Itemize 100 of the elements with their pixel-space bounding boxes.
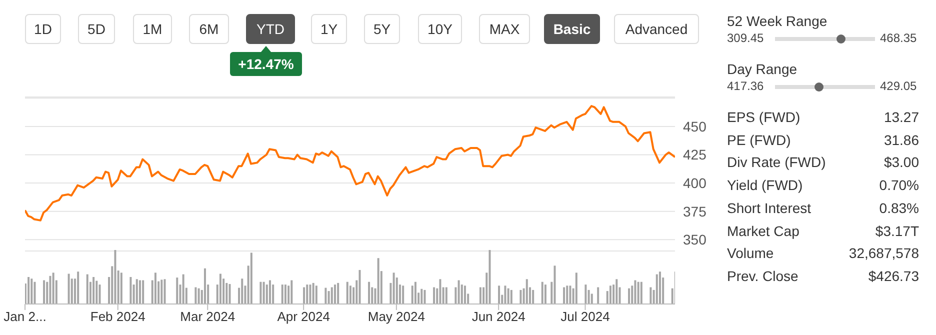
bar <box>312 282 314 304</box>
bar <box>164 279 166 304</box>
bar <box>569 286 572 304</box>
bar <box>424 290 426 304</box>
bar <box>268 280 271 304</box>
text: 0.70% <box>879 177 919 194</box>
bar <box>182 274 184 304</box>
bar <box>290 280 293 304</box>
bar <box>130 277 132 304</box>
bar <box>160 280 163 304</box>
bar <box>194 287 197 304</box>
bar <box>640 282 642 304</box>
text: 417.36 <box>727 79 764 93</box>
text: 309.45 <box>727 31 764 45</box>
bar <box>458 280 460 304</box>
bar <box>402 286 404 304</box>
text: MAX <box>479 14 530 44</box>
bar <box>656 274 658 304</box>
line-series <box>25 105 675 222</box>
text: YTD <box>246 14 295 44</box>
bar <box>349 286 352 304</box>
bar <box>154 272 156 304</box>
bar <box>43 280 46 304</box>
text: PE (FWD) <box>727 132 791 148</box>
bar <box>284 284 286 304</box>
bar <box>219 274 222 304</box>
bar <box>49 276 52 304</box>
x-tick-label: Apr 2024 <box>277 309 330 324</box>
bar <box>433 287 436 304</box>
text: 5D <box>78 14 115 44</box>
bar <box>554 266 556 304</box>
bar <box>414 282 416 304</box>
bar <box>68 274 70 304</box>
bar <box>281 284 284 304</box>
x-tick-label: Mar 2024 <box>180 309 236 324</box>
text: 1Y <box>311 14 347 44</box>
text: 6M <box>189 14 229 44</box>
bar <box>204 268 206 304</box>
text: 10Y <box>418 14 462 44</box>
text: Prev. Close <box>727 268 798 284</box>
bar <box>228 284 231 304</box>
bar <box>658 272 661 304</box>
bar <box>309 284 312 304</box>
text: $3.17T <box>875 222 919 238</box>
bar <box>142 280 144 304</box>
bar <box>510 290 512 304</box>
bar <box>96 280 98 304</box>
bar <box>176 278 178 304</box>
text: EPS (FWD) <box>727 109 800 125</box>
bar <box>198 288 200 304</box>
bar <box>250 252 252 304</box>
bar <box>507 288 510 304</box>
bar <box>30 278 33 304</box>
bar <box>358 270 361 304</box>
bar <box>541 282 544 304</box>
bar <box>34 282 36 304</box>
bar <box>138 280 141 304</box>
text: Day Range <box>727 61 798 77</box>
bar <box>92 277 95 304</box>
text: 0.83% <box>879 200 919 216</box>
text: Basic <box>544 14 600 44</box>
text: +12.47% <box>230 52 302 76</box>
text: 52 Week Range <box>727 13 828 29</box>
bar <box>504 286 506 304</box>
bar <box>337 282 340 304</box>
y-tick-label: 425 <box>683 146 707 163</box>
x-tick-label: Jan 2... <box>4 309 46 324</box>
bar <box>411 286 414 304</box>
text: 1D <box>25 14 61 44</box>
bar <box>77 272 80 304</box>
bar <box>377 258 380 304</box>
y-tick-label: 400 <box>683 175 707 192</box>
bar <box>334 284 336 304</box>
text: Yield (FWD) <box>727 177 803 194</box>
text: 31.86 <box>884 132 919 148</box>
bar <box>28 277 30 304</box>
bar <box>306 284 308 304</box>
bar <box>520 290 522 304</box>
bar <box>532 290 534 304</box>
text: Advanced <box>614 14 699 44</box>
text: 429.05 <box>880 79 917 93</box>
y-tick-label: 350 <box>683 232 707 248</box>
bar <box>346 282 348 304</box>
bar <box>566 286 568 304</box>
bar <box>650 287 652 304</box>
text: Div Rate (FWD) <box>727 154 826 170</box>
text: 13.27 <box>884 109 919 125</box>
bar <box>498 286 500 304</box>
bar <box>114 250 116 304</box>
bar <box>439 279 442 304</box>
bar <box>590 294 593 304</box>
bar <box>609 286 612 304</box>
bar <box>98 284 101 304</box>
bar <box>328 291 330 304</box>
bar <box>52 272 54 304</box>
text: $426.73 <box>868 268 919 284</box>
bar <box>420 288 423 304</box>
bar <box>634 280 636 304</box>
bar <box>136 279 138 304</box>
y-tick-label: 375 <box>683 203 707 220</box>
